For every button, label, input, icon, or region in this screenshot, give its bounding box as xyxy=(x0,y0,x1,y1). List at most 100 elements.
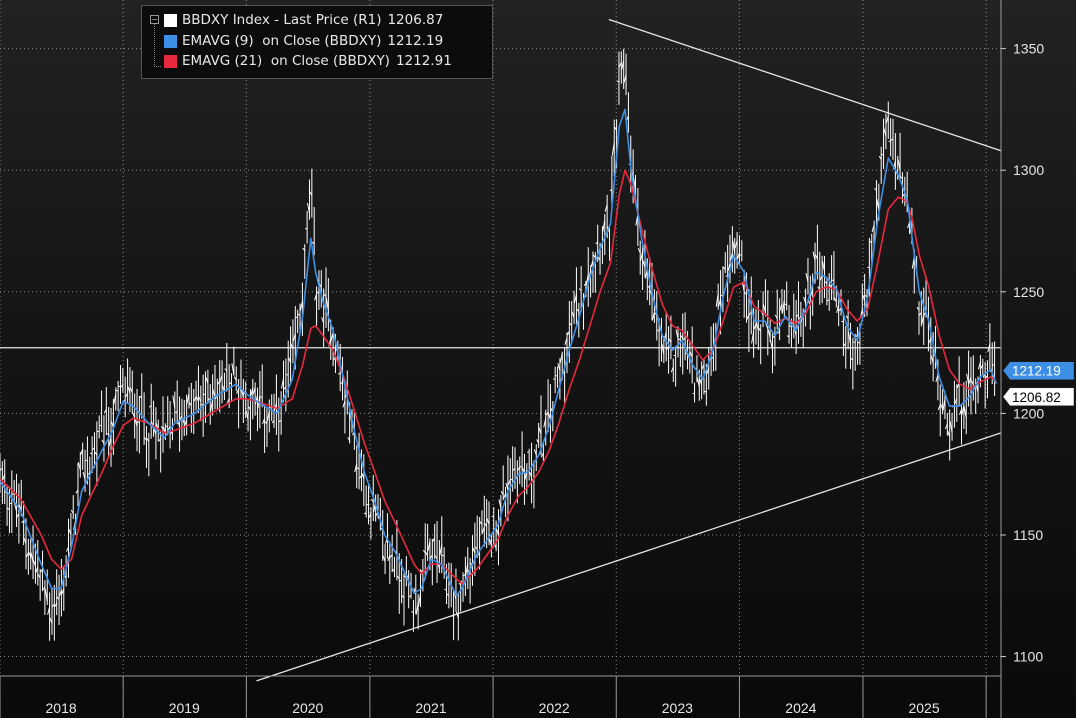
x-tick-label-2021: 2021 xyxy=(415,700,446,716)
price-tick-300 xyxy=(706,367,710,375)
price-tick-240 xyxy=(564,337,568,345)
price-tick-363 xyxy=(855,334,858,338)
price-tick-96 xyxy=(224,368,228,372)
price-tick-213 xyxy=(500,491,504,496)
price-tick-163 xyxy=(382,555,386,562)
legend-item-ema9[interactable]: EMAVG (9) on Close (BBDXY) 1212.19 xyxy=(164,31,443,51)
last-price-tag: 1206.82 xyxy=(1002,387,1075,407)
price-tick-205 xyxy=(481,526,485,534)
price-tick-366 xyxy=(862,294,866,301)
price-tick-151 xyxy=(354,463,358,473)
price-tick-7 xyxy=(14,503,18,512)
price-tick-167 xyxy=(392,568,395,572)
price-tick-27 xyxy=(61,588,65,595)
price-tick-245 xyxy=(576,308,580,312)
price-tick-77 xyxy=(179,415,183,420)
price-tick-249 xyxy=(585,274,589,286)
price-tick-12 xyxy=(25,552,29,558)
price-tick-390 xyxy=(918,312,922,316)
price-tick-108 xyxy=(252,387,256,395)
legend-label-ema21: EMAVG (21) on Close (BBDXY) xyxy=(182,53,390,69)
price-tick-253 xyxy=(595,241,599,245)
price-tick-246 xyxy=(578,288,582,291)
price-tick-144 xyxy=(337,372,341,375)
price-tick-122 xyxy=(286,374,289,376)
price-tick-272 xyxy=(640,251,644,261)
price-tick-71 xyxy=(165,425,168,428)
price-tick-114 xyxy=(266,411,270,422)
price-tick-371 xyxy=(874,188,877,191)
price-tick-4 xyxy=(7,507,10,511)
price-tick-236 xyxy=(555,375,558,377)
legend-swatch-price xyxy=(164,13,177,27)
price-tick-69 xyxy=(160,426,164,430)
price-tick-288 xyxy=(678,338,681,341)
ema9-line xyxy=(0,108,998,597)
price-tick-359 xyxy=(845,315,849,320)
price-tick-16 xyxy=(35,566,39,573)
price-tick-153 xyxy=(359,475,362,479)
price-tick-185 xyxy=(434,555,438,559)
price-tick-166 xyxy=(389,554,393,558)
price-tick-44 xyxy=(101,439,105,444)
price-tick-339 xyxy=(798,316,802,320)
price-tick-79 xyxy=(184,419,188,426)
price-tick-320 xyxy=(753,323,757,330)
price-tick-269 xyxy=(633,177,636,190)
price-tick-29 xyxy=(66,546,69,552)
collapse-icon[interactable]: − xyxy=(150,15,159,24)
price-tick-244 xyxy=(573,294,577,303)
price-tick-138 xyxy=(323,293,327,298)
price-tick-372 xyxy=(876,198,880,211)
price-tick-134 xyxy=(314,293,318,301)
price-tick-137 xyxy=(321,317,325,324)
price-tick-242 xyxy=(569,322,573,326)
legend-swatch-ema21 xyxy=(164,54,177,68)
price-tick-410 xyxy=(966,373,970,384)
price-tick-220 xyxy=(517,466,521,471)
price-tick-17 xyxy=(37,574,41,579)
price-tick-48 xyxy=(110,421,114,428)
price-tick-15 xyxy=(32,560,36,566)
price-tick-361 xyxy=(850,357,854,361)
price-tick-232 xyxy=(545,411,549,416)
price-tick-251 xyxy=(590,260,594,268)
price-tick-214 xyxy=(503,493,507,499)
price-tick-252 xyxy=(592,254,596,259)
price-tick-116 xyxy=(271,419,275,424)
price-tick-54 xyxy=(125,393,128,398)
price-tick-11 xyxy=(23,537,27,544)
price-tick-394 xyxy=(928,338,932,344)
legend-value-price: 1206.87 xyxy=(387,12,444,28)
legend-item-price[interactable]: BBDXY Index - Last Price (R1) 1206.87 xyxy=(164,10,443,30)
price-tick-257 xyxy=(604,204,608,212)
price-tick-56 xyxy=(129,387,133,393)
price-tick-201 xyxy=(472,547,476,554)
legend-item-ema21[interactable]: EMAVG (21) on Close (BBDXY) 1212.91 xyxy=(164,51,452,71)
price-tick-86 xyxy=(200,403,204,406)
price-tick-369 xyxy=(869,240,873,244)
price-tick-58 xyxy=(134,418,138,427)
price-tick-83 xyxy=(193,396,197,402)
price-tick-248 xyxy=(583,283,587,286)
price-tick-109 xyxy=(255,394,258,405)
price-tick-346 xyxy=(814,254,818,260)
price-tick-387 xyxy=(911,257,915,269)
price-tick-25 xyxy=(56,596,60,600)
price-tick-360 xyxy=(847,331,851,345)
price-tick-43 xyxy=(99,424,102,427)
y-tick-label-1250: 1250 xyxy=(1013,284,1044,300)
price-tick-41 xyxy=(94,451,98,456)
ema-tag-shape xyxy=(1002,361,1075,380)
price-tick-265 xyxy=(623,74,627,83)
x-tick-label-2024: 2024 xyxy=(785,700,816,716)
price-tick-152 xyxy=(356,467,360,470)
x-tick-label-2025: 2025 xyxy=(908,700,939,716)
y-tick-label-1300: 1300 xyxy=(1013,162,1044,178)
price-tick-155 xyxy=(363,512,367,515)
price-tick-302 xyxy=(711,356,714,359)
price-tick-139 xyxy=(325,297,329,311)
price-tick-338 xyxy=(796,314,799,317)
price-tick-19 xyxy=(42,586,46,591)
price-tick-30 xyxy=(68,528,72,535)
